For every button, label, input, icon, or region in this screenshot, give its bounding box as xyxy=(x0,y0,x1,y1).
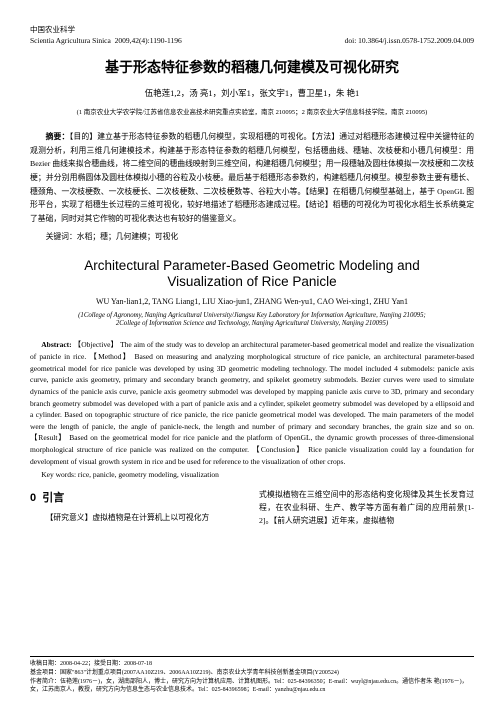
abstract-english: Abstract: 【Objective】 The aim of the stu… xyxy=(30,339,474,467)
footer-received-date: 收稿日期：2008-04-22；接受日期：2008-07-18 xyxy=(30,660,474,669)
affiliation-chinese: (1 南京农业大学农学院/江苏省信息农业高技术研究重点实验室，南京 210095… xyxy=(30,106,474,116)
footer-funding: 基金项目：国家"863"计划重点项目(2007AA10Z219、2006AA10… xyxy=(30,669,474,678)
journal-name-en: Scientia Agricultura Sinica xyxy=(30,36,111,45)
abstract-text-cn: 【目的】建立基于形态特征参数的稻穗几何模型，实现稻穗的可视化。【方法】通过对稻穗… xyxy=(30,132,474,223)
footer: 收稿日期：2008-04-22；接受日期：2008-07-18 基金项目：国家"… xyxy=(30,656,474,695)
title-chinese: 基于形态特征参数的稻穗几何建模及可视化研究 xyxy=(30,57,474,77)
keywords-text-en: rice, panicle, geometry modeling, visual… xyxy=(76,470,219,479)
body-text-right: 式模拟植物在三维空间中的形态结构变化规律及其生长发育过程，在农业科研、生产、教学… xyxy=(259,489,474,528)
keywords-english: Key words: rice, panicle, geometry model… xyxy=(30,470,474,479)
affiliation-english-1: (1College of Agronomy, Nanjing Agricultu… xyxy=(30,312,474,319)
keywords-text-cn: 水稻；穗；几何建模；可视化 xyxy=(77,232,178,241)
authors-english: WU Yan-lian1,2, TANG Liang1, LIU Xiao-ju… xyxy=(30,297,474,306)
keywords-label-cn: 关键词： xyxy=(46,232,77,241)
footer-author-bio: 作者简介：伍艳莲(1976－)，女，湖南邵阳人，博士，研究方向为计算机应用、计算… xyxy=(30,678,474,695)
section-number: 0 xyxy=(30,492,36,504)
keywords-chinese: 关键词：水稻；穗；几何建模；可视化 xyxy=(30,231,474,242)
issue-info: 2009,42(4):1190-1196 xyxy=(115,36,182,45)
affiliation-english-2: 2College of Information Science and Tech… xyxy=(30,320,474,327)
abstract-label-cn: 摘要： xyxy=(46,132,70,141)
section-title: 引言 xyxy=(42,492,64,504)
journal-name-cn: 中国农业科学 xyxy=(30,24,75,35)
title-english-line2: Visualization of Rice Panicle xyxy=(30,274,474,289)
abstract-label-en: Abstract: xyxy=(41,340,71,349)
authors-chinese: 伍艳莲1,2，汤 亮1，刘小军1，张文宇1，曹卫星1，朱 艳1 xyxy=(30,87,474,99)
section-heading: 0 引言 xyxy=(30,489,245,507)
abstract-text-en: 【Objective】 The aim of the study was to … xyxy=(30,340,474,465)
body-text-left: 【研究意义】虚拟植物是在计算机上以可视化方 xyxy=(30,512,245,525)
abstract-chinese: 摘要：【目的】建立基于形态特征参数的稻穗几何模型，实现稻穗的可视化。【方法】通过… xyxy=(30,130,474,225)
keywords-label-en: Key words: xyxy=(41,470,76,479)
doi: doi: 10.3864/j.issn.0578-1752.2009.04.00… xyxy=(345,36,474,45)
title-english-line1: Architectural Parameter-Based Geometric … xyxy=(30,258,474,273)
